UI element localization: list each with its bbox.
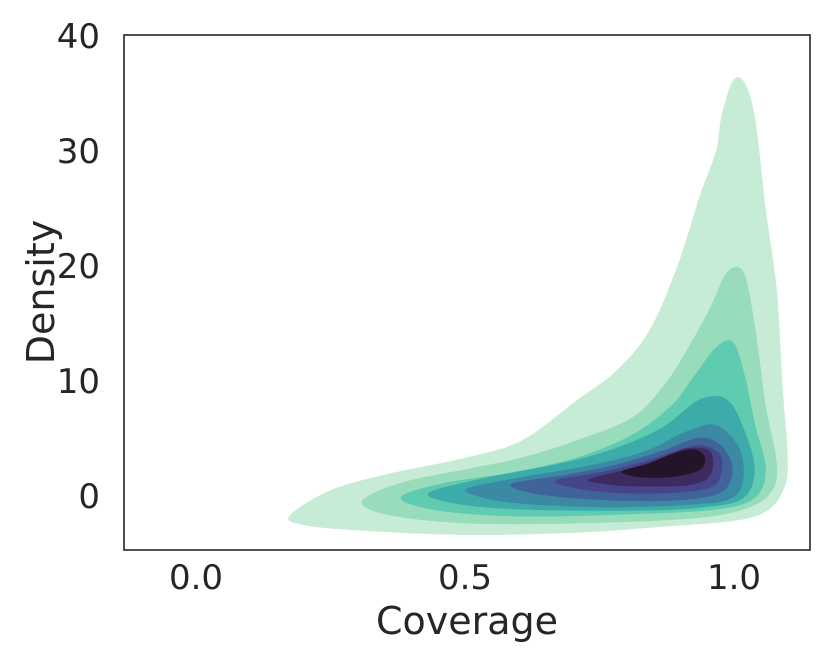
y-tick-label: 0: [78, 477, 100, 517]
contour-level-9: [621, 449, 706, 478]
x-tick-label: 0.0: [169, 558, 223, 598]
x-axis-label: Coverage: [376, 599, 558, 643]
y-tick-label: 30: [57, 132, 100, 172]
y-tick-label: 20: [57, 247, 100, 287]
x-tick-label: 0.5: [438, 558, 492, 598]
density-contours: [288, 76, 788, 536]
y-axis-label: Density: [19, 220, 63, 364]
y-tick-label: 10: [57, 362, 100, 402]
x-tick-label: 1.0: [707, 558, 761, 598]
y-tick-labels: 0 10 20 30 40: [57, 17, 100, 517]
plot-frame: [123, 34, 811, 551]
y-tick-label: 40: [57, 17, 100, 57]
x-tick-labels: 0.0 0.5 1.0: [169, 558, 761, 598]
